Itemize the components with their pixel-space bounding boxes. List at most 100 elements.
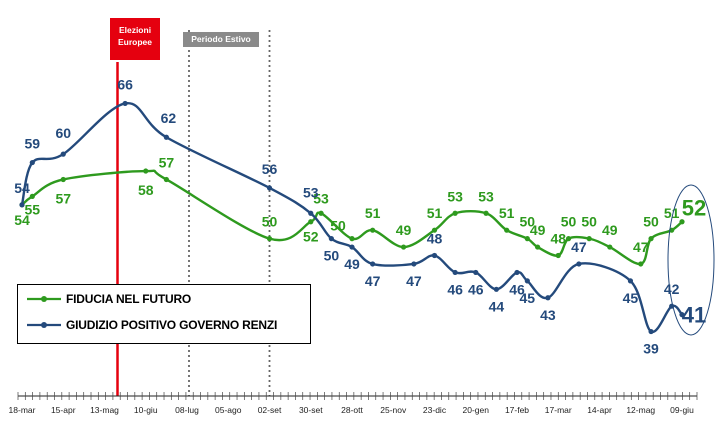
renzi-data-label: 62 [161,110,177,126]
legend-label-fiducia: FIDUCIA NEL FUTURO [66,292,192,306]
fiducia-data-label: 50 [643,214,659,230]
renzi-data-label: 56 [262,161,278,177]
fiducia-point [679,219,685,225]
renzi-data-label: 46 [447,281,463,297]
x-tick-label: 18-mar [9,405,36,415]
elezioni-europee-banner: Elezioni Europee [110,18,160,60]
renzi-data-label: 45 [520,290,536,306]
x-tick-label: 23-dic [423,405,447,415]
fiducia-data-label: 51 [664,205,680,221]
fiducia-point [452,210,458,216]
fiducia-point [524,236,530,242]
renzi-point [411,261,417,267]
legend-item-fiducia: FIDUCIA NEL FUTURO [26,292,191,306]
renzi-point [679,312,685,318]
fiducia-point [266,236,273,242]
renzi-data-label: 45 [623,290,639,306]
renzi-data-label: 47 [406,273,422,289]
x-tick-label: 08-lug [175,405,199,415]
fiducia-point [565,236,572,242]
renzi-data-label: 47 [365,273,381,289]
renzi-data-label: 60 [55,125,71,141]
renzi-point [19,202,25,208]
fiducia-data-label: 49 [396,222,412,238]
renzi-point [163,134,169,140]
renzi-point [122,100,128,107]
fiducia-point [318,210,324,216]
legend: FIDUCIA NEL FUTURO GIUDIZIO POSITIVO GOV… [17,284,311,344]
final-values-highlight [667,184,715,336]
fiducia-data-label: 55 [25,201,41,217]
x-tick-label: 28-ott [341,405,363,415]
renzi-data-label: 41 [682,303,706,328]
renzi-point [627,278,634,284]
legend-swatch-fiducia [27,296,61,302]
renzi-point [328,236,334,242]
renzi-data-label: 42 [664,281,680,297]
renzi-data-label: 48 [427,231,443,247]
renzi-data-label: 43 [540,307,556,323]
fiducia-data-label: 58 [138,182,154,198]
fiducia-data-label: 49 [602,222,618,238]
fiducia-data-label: 50 [581,214,597,230]
x-tick-label: 25-nov [380,405,407,415]
x-tick-label: 10-giu [134,405,158,415]
periodo-estivo-banner: Periodo Estivo [183,32,259,47]
fiducia-data-label: 48 [550,231,566,247]
fiducia-point [370,227,376,233]
x-tick-label: 17-feb [505,405,529,415]
fiducia-data-label: 57 [159,154,175,170]
fiducia-point [586,236,592,242]
fiducia-point [504,227,510,233]
renzi-line [20,102,683,333]
fiducia-point [400,244,407,250]
fiducia-data-label: 52 [682,196,706,221]
renzi-point [370,261,376,267]
x-tick-label: 09-giu [670,405,694,415]
renzi-data-label: 47 [571,239,587,255]
fiducia-data-label: 50 [520,214,536,230]
renzi-data-label: 46 [509,281,525,297]
x-tick-label: 20-gen [463,405,490,415]
fiducia-point [555,252,561,259]
renzi-data-label: 53 [303,184,319,200]
renzi-point [514,269,520,276]
fiducia-point [535,244,541,250]
fiducia-point [60,176,66,183]
periodo-estivo-text: Periodo Estivo [191,34,251,44]
fiducia-data-label: 57 [55,190,71,206]
fiducia-data-label: 53 [478,188,494,204]
fiducia-point [648,236,654,242]
renzi-data-label: 59 [25,136,41,152]
fiducia-data-label: 52 [303,229,319,245]
fiducia-point [349,236,355,242]
fiducia-data-label: 50 [262,214,278,230]
fiducia-data-label: 49 [530,222,546,238]
x-tick-label: 17-mar [545,405,572,415]
x-tick-label: 05-ago [215,405,242,415]
renzi-data-label: 44 [489,298,505,314]
renzi-point [493,286,499,292]
fiducia-data-label: 53 [313,190,329,206]
fiducia-data-label: 54 [14,212,30,228]
fiducia-data-label: 51 [365,205,381,221]
renzi-point [29,159,35,166]
renzi-point [524,278,530,284]
renzi-data-label: 66 [117,76,133,92]
elezioni-europee-text: Elezioni Europee [117,25,152,47]
renzi-point [545,295,551,301]
renzi-point [431,252,438,259]
renzi-data-label: 39 [643,341,659,357]
renzi-data-label: 54 [14,180,30,196]
renzi-data-label: 50 [324,248,340,264]
fiducia-data-label: 47 [633,239,649,255]
fiducia-point [143,168,149,174]
fiducia-point [163,176,169,183]
renzi-point [308,210,314,216]
fiducia-point [638,261,644,267]
fiducia-point [483,210,489,216]
renzi-data-label: 46 [468,281,484,297]
renzi-point [473,269,479,276]
x-tick-label: 14-apr [587,405,612,415]
